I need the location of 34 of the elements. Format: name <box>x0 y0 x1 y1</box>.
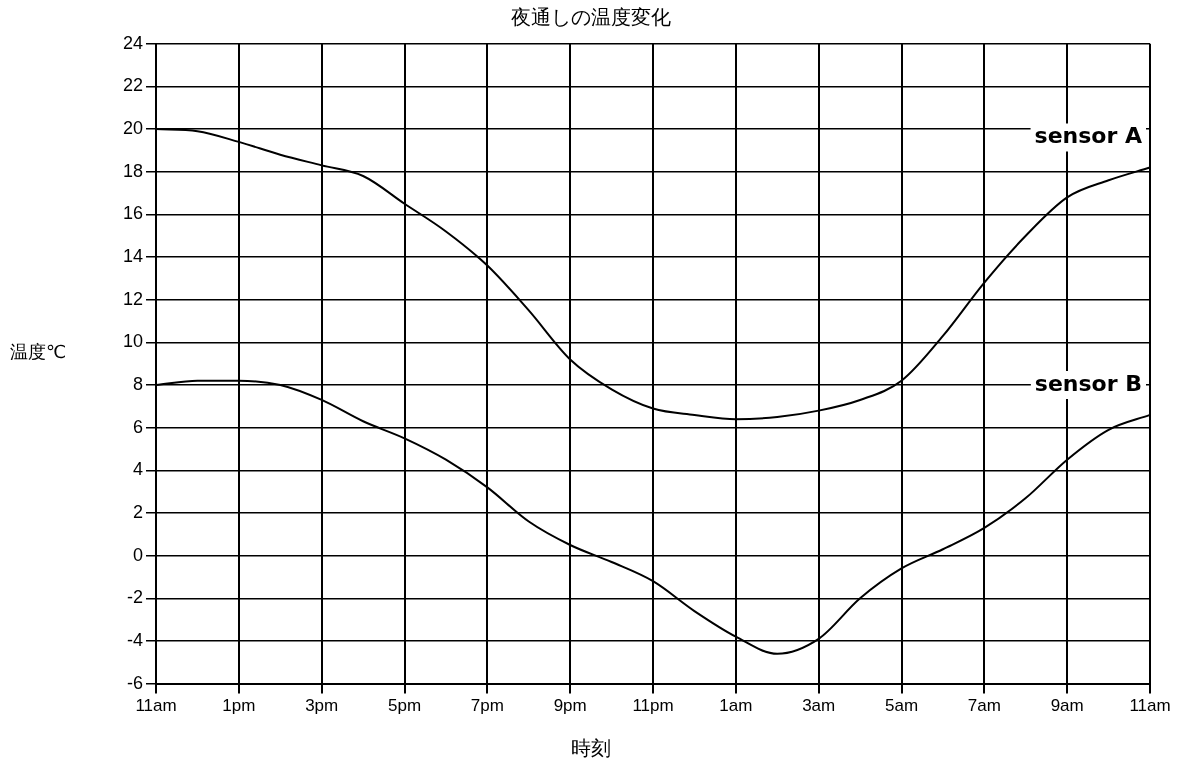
y-tick-label: 4 <box>133 459 144 480</box>
x-tick-label: 7am <box>967 696 1001 716</box>
y-tick-label: 10 <box>122 331 144 352</box>
y-tick-label: 8 <box>133 374 144 394</box>
y-tick-label: 18 <box>122 160 144 181</box>
y-tick-label: -4 <box>127 629 144 650</box>
x-tick-label: 5am <box>884 696 919 716</box>
x-tick-label: 5pm <box>387 696 422 716</box>
x-tick-label: 1am <box>719 696 753 716</box>
x-tick-label: 11pm <box>632 696 674 716</box>
x-tick-label: 11am <box>1129 696 1171 716</box>
y-tick-label: 6 <box>133 416 144 437</box>
y-tick-label: 2 <box>133 501 144 522</box>
y-tick-label: 0 <box>133 544 144 565</box>
y-tick-label: -6 <box>127 672 144 693</box>
x-axis-title: 時刻 <box>570 735 612 762</box>
y-tick-label: -2 <box>127 587 144 608</box>
x-tick-label: 9am <box>1050 696 1084 716</box>
y-axis-title: 温度℃ <box>10 340 67 364</box>
series-label: sensor B <box>1034 370 1142 396</box>
y-tick-label: 22 <box>122 75 144 96</box>
x-tick-label: 1pm <box>222 696 256 716</box>
x-tick-label: 3am <box>802 696 836 716</box>
y-tick-label: 14 <box>122 246 144 267</box>
x-tick-label: 11am <box>135 696 177 716</box>
y-tick-label: 12 <box>122 288 144 309</box>
x-tick-label: 7pm <box>470 696 504 716</box>
x-tick-label: 3pm <box>305 696 339 716</box>
y-tick-label: 20 <box>122 118 144 139</box>
y-tick-label: 24 <box>122 32 144 53</box>
x-tick-label: 9pm <box>553 696 587 716</box>
series-label: sensor A <box>1034 123 1142 149</box>
chart-title: 夜通しの温度変化 <box>510 4 672 31</box>
y-tick-label: 16 <box>122 203 144 224</box>
